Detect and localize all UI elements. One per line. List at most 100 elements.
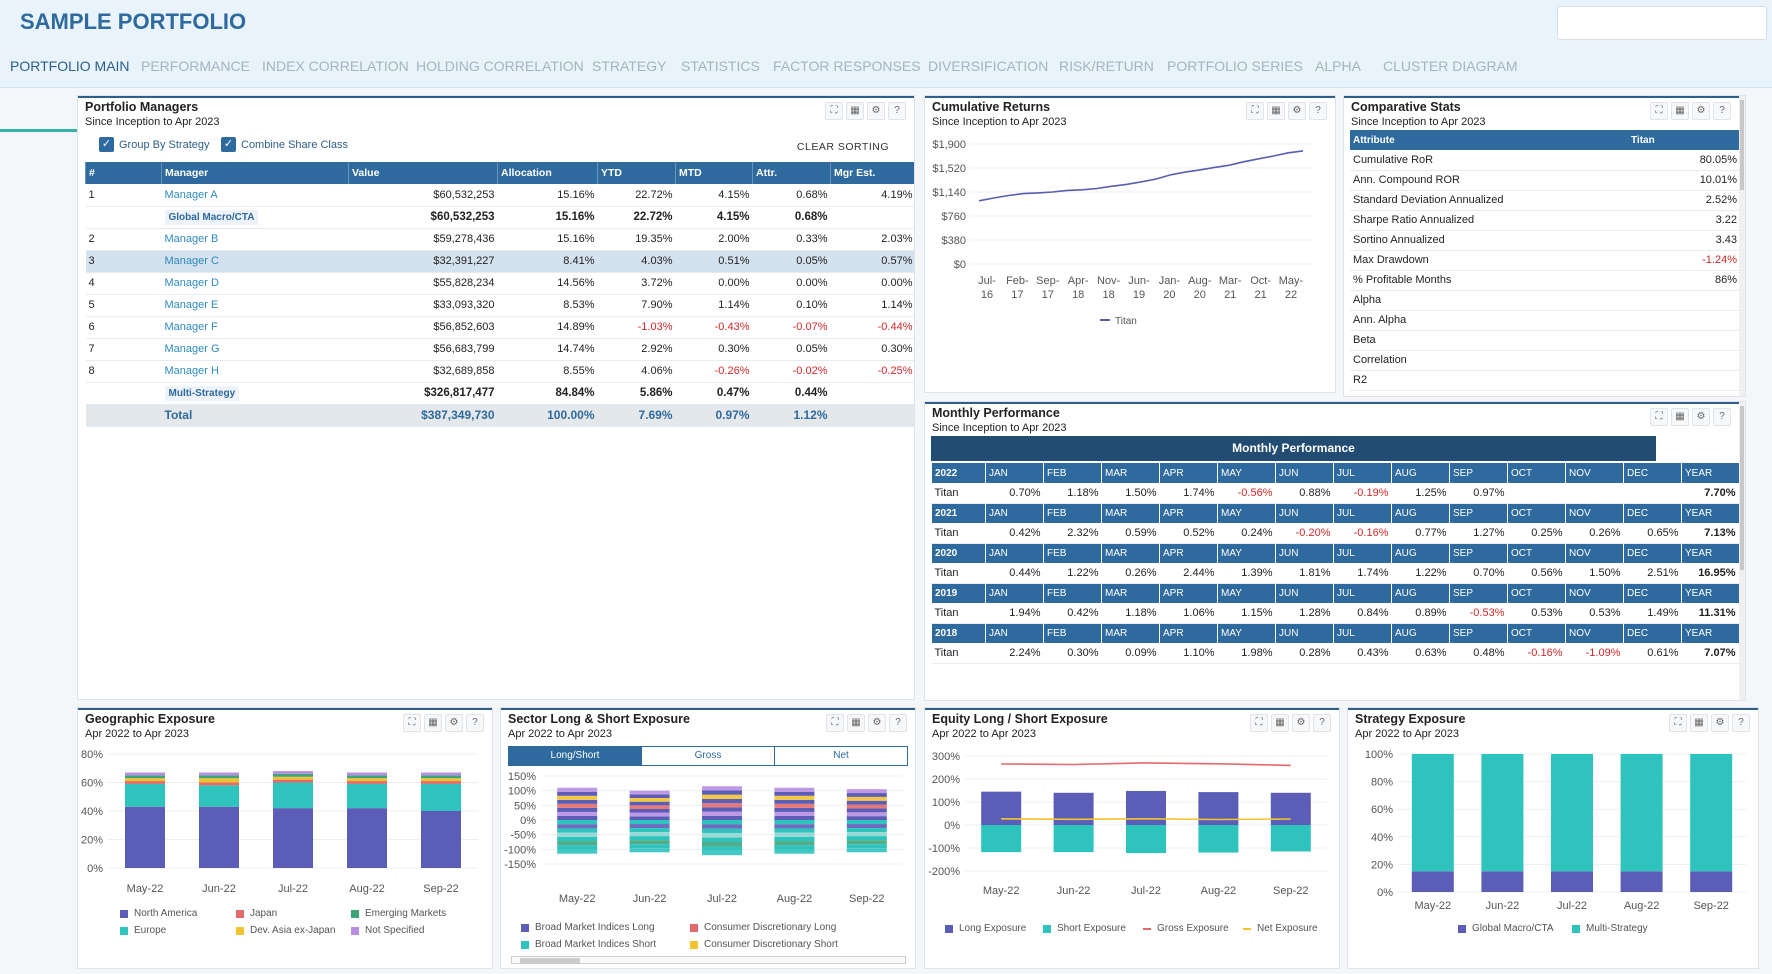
tab-factor-responses[interactable]: FACTOR RESPONSES [773,58,921,74]
bar-segment[interactable] [557,799,598,804]
help-icon[interactable]: ? [889,714,907,732]
help-icon[interactable]: ? [1732,714,1750,732]
bar-segment[interactable] [557,845,598,850]
column-header[interactable]: YTD [597,162,676,184]
bar-segment[interactable] [846,808,887,813]
bar-segment[interactable] [421,811,461,868]
tab-risk-return[interactable]: RISK/RETURN [1059,58,1154,74]
bar-segment[interactable] [846,836,887,841]
bar-segment[interactable] [1481,871,1524,892]
clear-sorting-button[interactable]: CLEAR SORTING [796,141,889,153]
bar-segment[interactable] [347,775,387,779]
bar-segment[interactable] [846,816,887,820]
group-row[interactable]: Global Macro/CTA $60,532,253 15.16% 22.72% 4… [85,206,914,229]
scroll-thumb[interactable] [1740,100,1744,190]
column-header[interactable]: Attr. [752,162,831,184]
gear-icon[interactable]: ⚙ [1292,714,1310,732]
help-icon[interactable]: ? [1309,102,1327,120]
bar-segment[interactable] [421,781,461,784]
bar-segment[interactable] [774,836,815,842]
legend-item[interactable]: Emerging Markets [351,908,446,919]
bar-segment[interactable] [421,772,461,776]
expand-icon[interactable]: ⛶ [825,102,843,120]
bar-short[interactable] [1126,825,1166,854]
bar-segment[interactable] [199,785,239,807]
tab-alpha[interactable]: ALPHA [1315,58,1361,74]
bar-segment[interactable] [1411,754,1454,872]
calendar-icon[interactable]: ▦ [846,102,864,120]
legend-item[interactable]: North America [120,908,197,919]
bar-segment[interactable] [774,849,815,854]
bar-segment[interactable] [702,798,742,804]
expand-icon[interactable]: ⛶ [1250,714,1268,732]
legend-item[interactable]: Net Exposure [1243,923,1318,934]
horizontal-scrollbar[interactable] [511,956,906,964]
legend-label[interactable]: Titan [1115,316,1137,327]
bar-segment[interactable] [846,820,887,825]
bar-segment[interactable] [125,778,165,782]
bar-segment[interactable] [557,828,598,833]
bar-segment[interactable] [846,804,887,809]
bar-segment[interactable] [629,798,670,802]
help-icon[interactable]: ? [466,714,484,732]
bar-segment[interactable] [273,808,313,868]
bar-segment[interactable] [846,828,887,833]
legend-item[interactable]: Broad Market Indices Long [521,922,655,933]
bar-segment[interactable] [629,828,670,833]
bar-long[interactable] [981,791,1022,825]
bar-segment[interactable] [774,803,815,808]
bar-segment[interactable] [629,816,670,820]
table-row[interactable]: 8 Manager H $32,689,858 8.55% 4.06% -0.26% -0.… [85,360,914,383]
legend-item[interactable]: Japan [236,908,277,919]
column-header[interactable]: Manager [161,162,349,184]
bar-segment[interactable] [629,805,670,809]
bar-segment[interactable] [774,795,815,800]
bar-segment[interactable] [629,801,670,806]
calendar-icon[interactable]: ▦ [1671,102,1689,120]
bar-segment[interactable] [702,820,742,825]
bar-segment[interactable] [273,782,313,809]
bar-segment[interactable] [774,832,815,837]
help-icon[interactable]: ? [1713,408,1731,426]
bar-segment[interactable] [629,844,670,849]
bar-segment[interactable] [774,841,815,846]
bar-segment[interactable] [629,848,670,853]
bar-short[interactable] [981,825,1022,853]
tab-strategy[interactable]: STRATEGY [592,58,667,74]
bar-segment[interactable] [199,806,239,868]
bar-segment[interactable] [421,775,461,779]
table-row[interactable]: 4 Manager D $55,828,234 14.56% 3.72% 0.00% 0.0… [85,272,914,295]
bar-segment[interactable] [1690,871,1733,892]
legend-item[interactable]: Multi-Strategy [1572,923,1648,934]
bar-segment[interactable] [347,778,387,782]
bar-segment[interactable] [702,850,742,856]
bar-segment[interactable] [557,803,598,808]
bar-segment[interactable] [774,811,815,816]
bar-segment[interactable] [1551,871,1593,892]
bar-segment[interactable] [702,828,742,834]
calendar-icon[interactable]: ▦ [847,714,865,732]
bar-segment[interactable] [702,807,742,812]
bar-segment[interactable] [846,796,887,801]
bar-segment[interactable] [629,812,670,817]
bar-segment[interactable] [347,808,387,868]
bar-segment[interactable] [125,772,165,776]
bar-long[interactable] [1270,792,1311,825]
bar-segment[interactable] [629,840,670,845]
bar-segment[interactable] [702,842,742,847]
bar-segment[interactable] [846,844,887,849]
tab-index-correlation[interactable]: INDEX CORRELATION [262,58,409,74]
bar-segment[interactable] [347,783,387,809]
table-row[interactable]: 7 Manager G $56,683,799 14.74% 2.92% 0.30% 0.0… [85,338,914,361]
bar-segment[interactable] [273,773,313,777]
legend-item[interactable]: Short Exposure [1043,923,1126,934]
table-row[interactable]: 6 Manager F $56,852,603 14.89% -1.03% -0.43% -… [85,316,914,339]
bar-segment[interactable] [125,775,165,779]
bar-segment[interactable] [347,781,387,784]
expand-icon[interactable]: ⛶ [1669,714,1687,732]
bar-segment[interactable] [557,815,598,820]
gear-icon[interactable]: ⚙ [868,714,886,732]
bar-segment[interactable] [557,820,598,825]
calendar-icon[interactable]: ▦ [424,714,442,732]
legend-item[interactable]: Long Exposure [945,923,1026,934]
